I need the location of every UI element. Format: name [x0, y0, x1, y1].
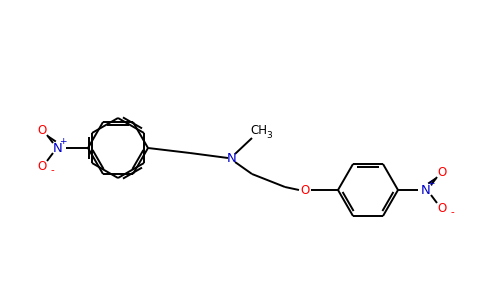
Text: O: O — [37, 124, 46, 136]
Text: N: N — [421, 184, 431, 196]
Text: O: O — [37, 160, 46, 172]
Text: +: + — [59, 137, 67, 146]
Text: 3: 3 — [266, 130, 272, 140]
Text: O: O — [438, 202, 447, 214]
Text: N: N — [227, 152, 237, 164]
Text: O: O — [301, 184, 310, 196]
Text: -: - — [50, 165, 54, 175]
Text: -: - — [450, 207, 454, 217]
Text: CH: CH — [251, 124, 268, 137]
Text: N: N — [53, 142, 63, 154]
Text: O: O — [438, 166, 447, 178]
Text: +: + — [427, 179, 435, 188]
